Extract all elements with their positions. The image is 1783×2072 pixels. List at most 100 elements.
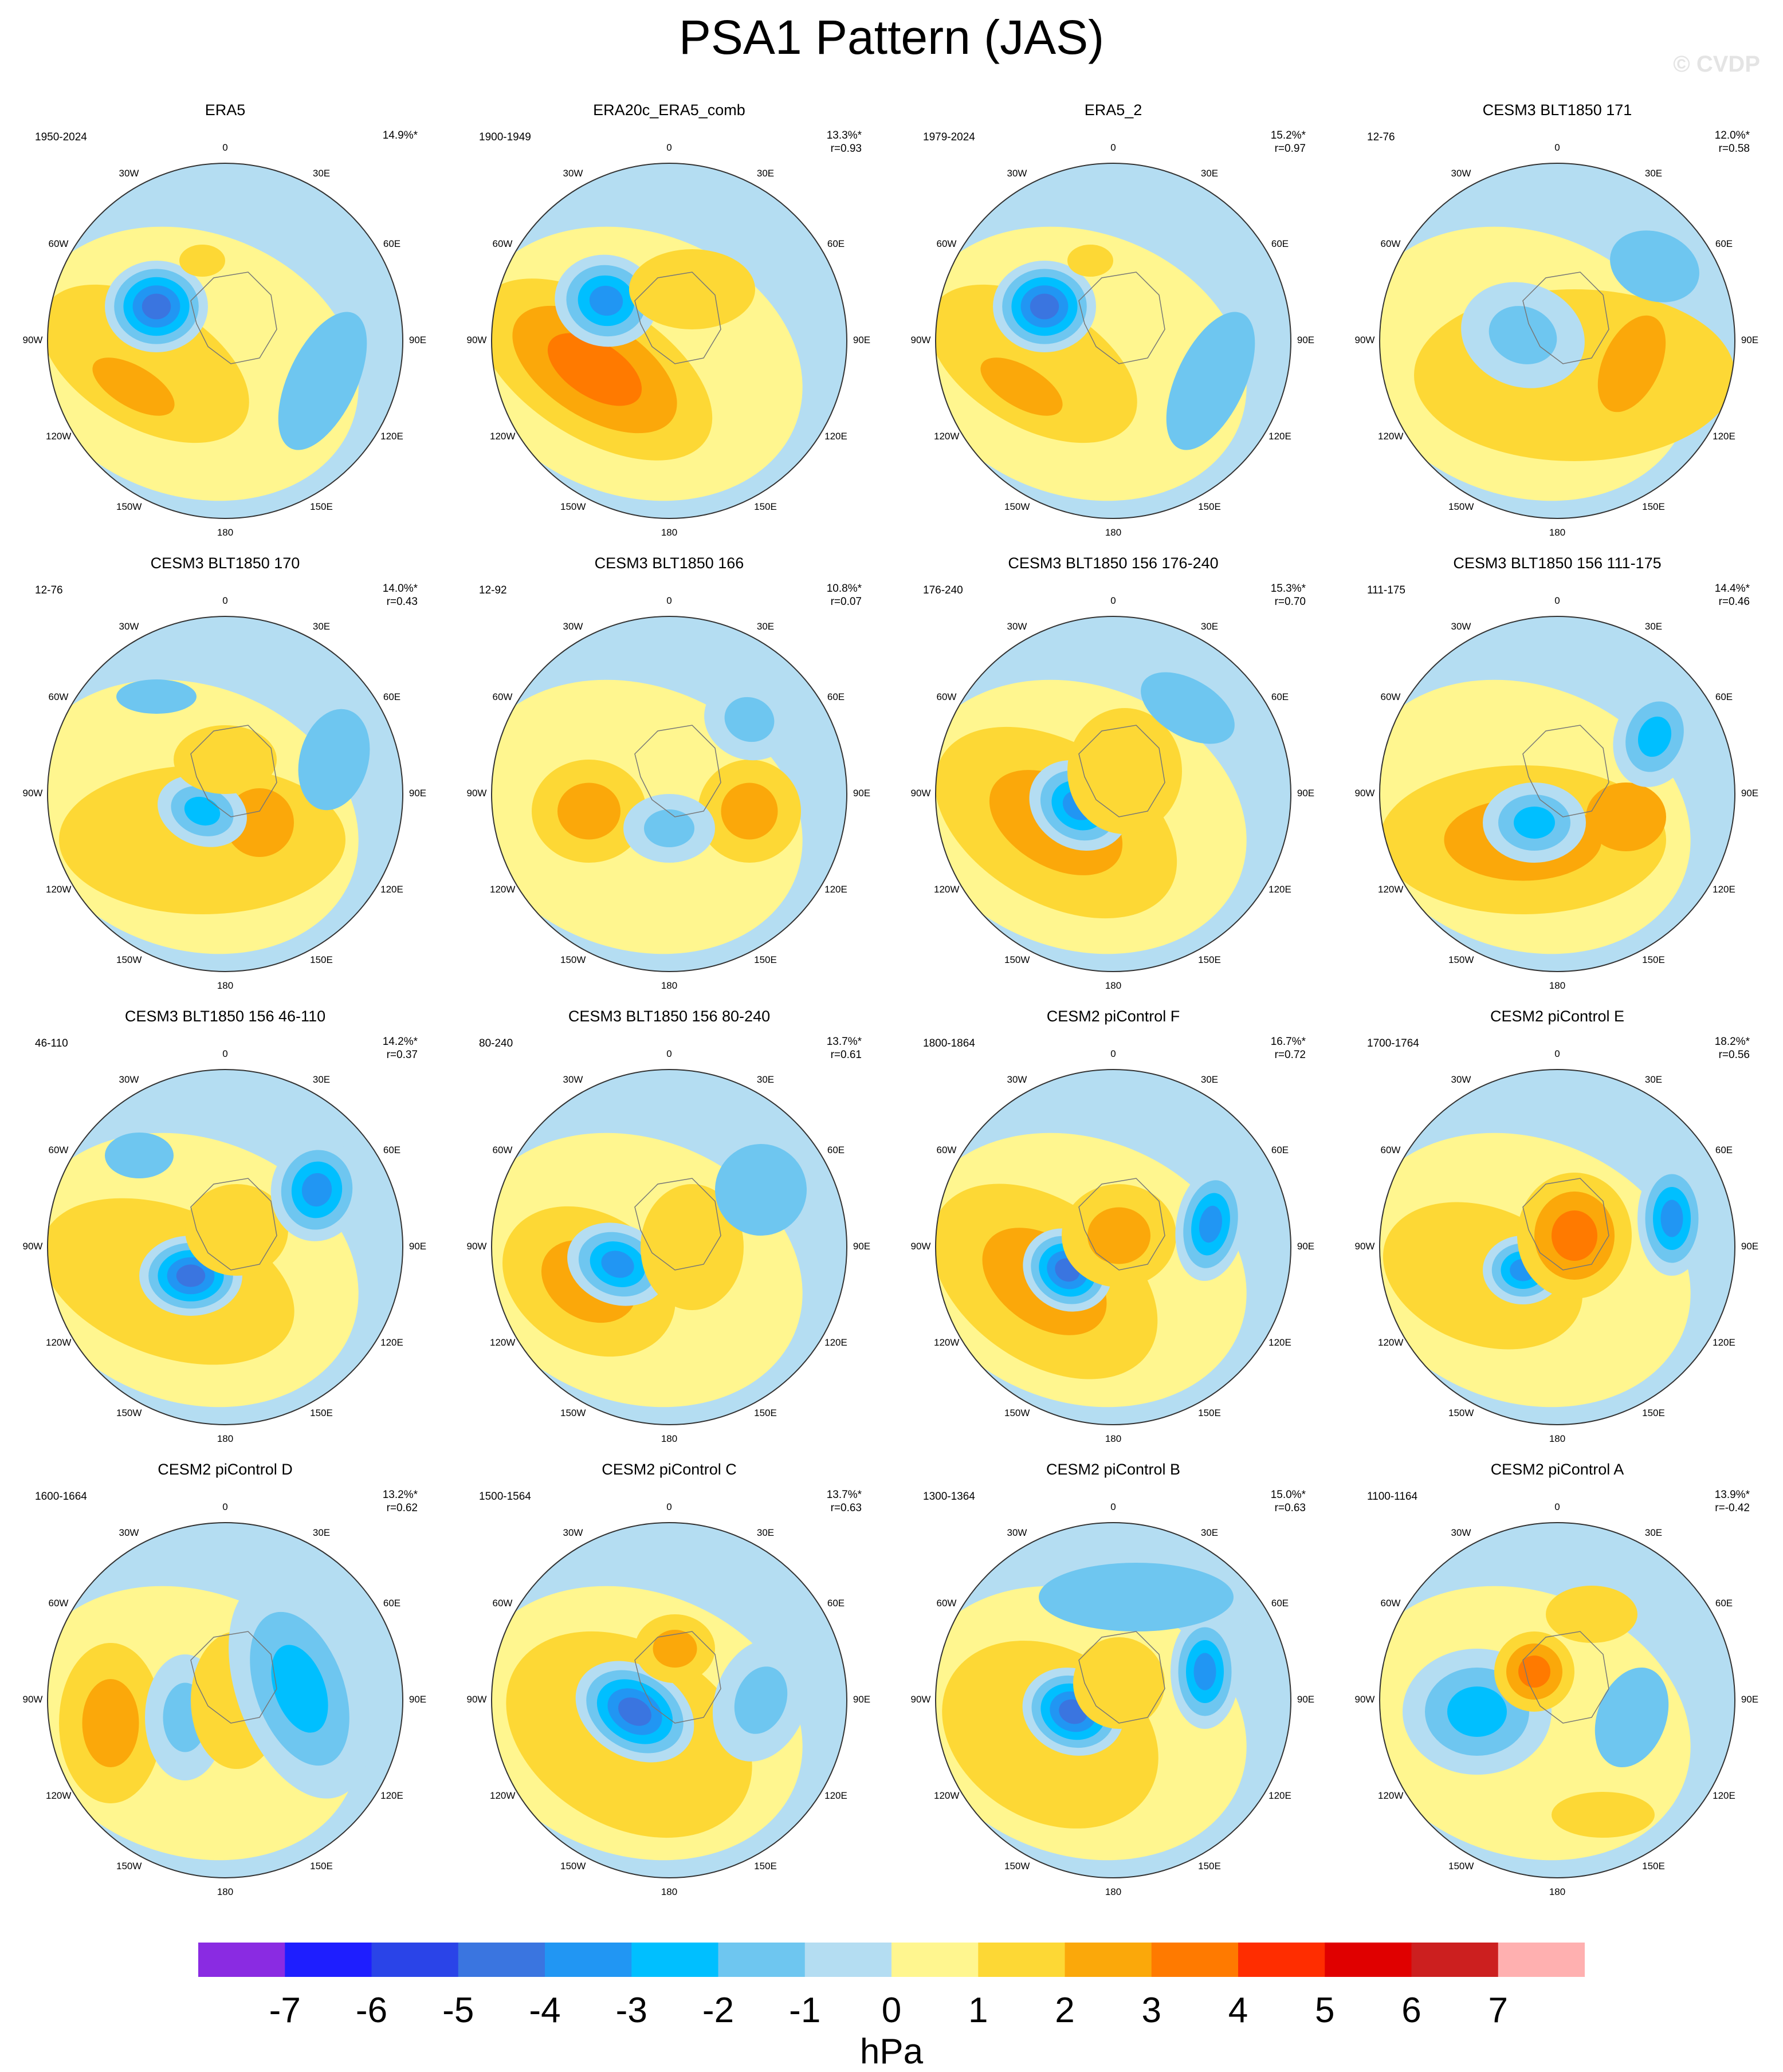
longitude-label: 90E [1297, 1241, 1315, 1252]
longitude-label: 150E [310, 1407, 333, 1418]
colorbar-swatch [631, 1943, 718, 1977]
contour-region [557, 783, 620, 840]
map-panel: CESM2 piControl D 1600-1664 13.2%* r=0.62 0 3… [3, 1460, 447, 1913]
map-panel: CESM2 piControl A 1100-1164 13.9%* r=-0.42 0… [1335, 1460, 1780, 1913]
longitude-label: 180 [217, 1886, 234, 1897]
longitude-label: 150W [116, 954, 142, 965]
longitude-label: 150W [1004, 1407, 1030, 1418]
pattern-correlation: r=-0.42 [1715, 1502, 1750, 1514]
contour-region [641, 1184, 744, 1310]
panel-title: CESM3 BLT1850 156 80-240 [568, 1008, 771, 1025]
longitude-label: 30W [1451, 621, 1471, 632]
pressure-anomaly-field [936, 1133, 1247, 1407]
longitude-label: 30W [119, 1527, 139, 1538]
colorbar-swatch [804, 1943, 892, 1977]
longitude-label: 60W [492, 1145, 513, 1155]
antarctica-coastline [1522, 272, 1609, 364]
panel-stats: 14.4%* r=0.46 [1698, 582, 1750, 608]
longitude-label: 0 [222, 142, 228, 153]
map-border [47, 616, 403, 972]
map-panel: CESM2 piControl B 1300-1364 15.0%* r=0.63 0 3… [891, 1460, 1336, 1913]
contour-region [176, 1264, 206, 1287]
antarctica-coastline [1078, 272, 1165, 364]
antarctica-coastline [1078, 725, 1165, 817]
pattern-correlation: r=0.63 [1274, 1502, 1306, 1514]
map-border [935, 1522, 1291, 1878]
longitude-label: 120E [1713, 1337, 1735, 1348]
longitude-label: 90E [1741, 335, 1759, 345]
longitude-label: 90W [1354, 788, 1375, 799]
polar-map [47, 1522, 403, 1878]
variance-explained: 10.8%* [826, 583, 862, 595]
longitude-label: 90W [466, 788, 487, 799]
longitude-label: 180 [217, 1433, 234, 1444]
panel-stats: 15.2%* r=0.97 [1254, 129, 1306, 155]
map-panel: CESM3 BLT1850 166 12-92 10.8%* r=0.07 0 30E 60… [447, 553, 891, 1007]
panel-period: 1700-1764 [1367, 1037, 1419, 1049]
longitude-label: 120E [1713, 431, 1735, 442]
longitude-label: 60W [492, 1598, 513, 1609]
panel-period: 12-76 [35, 584, 63, 596]
contour-region [1489, 306, 1557, 364]
contour-region [271, 1645, 328, 1733]
longitude-label: 120E [380, 884, 403, 895]
pressure-anomaly-field [936, 1563, 1247, 1861]
map-border [1379, 616, 1735, 972]
polar-map [491, 1522, 847, 1878]
map-panel: CESM2 piControl F 1800-1864 16.7%* r=0.72 0 3… [891, 1006, 1336, 1460]
longitude-label: 60W [1380, 1598, 1401, 1609]
map-border [47, 1069, 403, 1425]
longitude-label: 150W [1448, 501, 1474, 512]
panel-title: CESM3 BLT1850 171 [1482, 101, 1632, 119]
longitude-label: 0 [1554, 1501, 1560, 1512]
longitude-label: 150E [310, 954, 333, 965]
longitude-label: 30W [563, 168, 583, 179]
longitude-label: 150E [1642, 501, 1665, 512]
pressure-anomaly-field [1380, 1586, 1691, 1861]
longitude-label: 60W [936, 238, 957, 249]
panel-stats: 13.9%* r=-0.42 [1698, 1488, 1750, 1515]
panel-title: CESM3 BLT1850 156 111-175 [1453, 555, 1662, 572]
panel-title: CESM2 piControl C [602, 1461, 737, 1478]
longitude-label: 60E [827, 238, 845, 249]
panel-period: 1300-1364 [923, 1491, 975, 1503]
contour-region [1067, 708, 1182, 834]
colorbar-tick-label: 4 [1228, 1991, 1248, 2030]
antarctica-coastline [634, 725, 721, 817]
longitude-label: 30E [1644, 621, 1663, 632]
panel-stats: 14.2%* r=0.37 [366, 1035, 418, 1061]
longitude-label: 60W [48, 1145, 69, 1155]
pattern-correlation: r=0.58 [1718, 143, 1750, 155]
pressure-anomaly-field [936, 672, 1247, 954]
contour-region [1552, 1210, 1597, 1261]
panel-period: 1979-2024 [923, 131, 975, 143]
map-panel: CESM2 piControl C 1500-1564 13.7%* r=0.63 0 3… [447, 1460, 891, 1913]
contour-region [1030, 293, 1059, 320]
longitude-label: 30W [1007, 1074, 1027, 1085]
panel-title: CESM2 piControl A [1490, 1461, 1624, 1478]
longitude-label: 30W [563, 621, 583, 632]
longitude-label: 60E [1715, 238, 1733, 249]
longitude-label: 60W [48, 238, 69, 249]
longitude-label: 30W [1007, 621, 1027, 632]
contour-region [1514, 807, 1555, 839]
longitude-label: 90E [853, 335, 871, 345]
longitude-label: 30W [1451, 1527, 1471, 1538]
longitude-label: 30W [1451, 1074, 1471, 1085]
variance-explained: 15.3%* [1270, 583, 1306, 595]
pattern-correlation: r=0.61 [830, 1049, 862, 1061]
contour-region [1595, 1667, 1669, 1768]
panel-period: 12-76 [1367, 131, 1395, 143]
longitude-label: 30E [1644, 1527, 1663, 1538]
map-panel: ERA20c_ERA5_comb 1900-1949 13.3%* r=0.93 0 30… [447, 100, 891, 554]
colorbar-tick-label: -3 [615, 1991, 647, 2030]
variance-explained: 15.2%* [1270, 129, 1306, 141]
longitude-label: 30E [1200, 1074, 1219, 1085]
panel-period: 176-240 [923, 584, 963, 596]
longitude-label: 0 [1554, 595, 1560, 606]
colorbar-swatch [891, 1943, 979, 1977]
longitude-label: 150W [116, 1407, 142, 1418]
contour-region [734, 1666, 788, 1734]
colorbar-tick-label: -4 [529, 1991, 561, 2030]
panel-title: CESM2 piControl D [158, 1461, 293, 1478]
